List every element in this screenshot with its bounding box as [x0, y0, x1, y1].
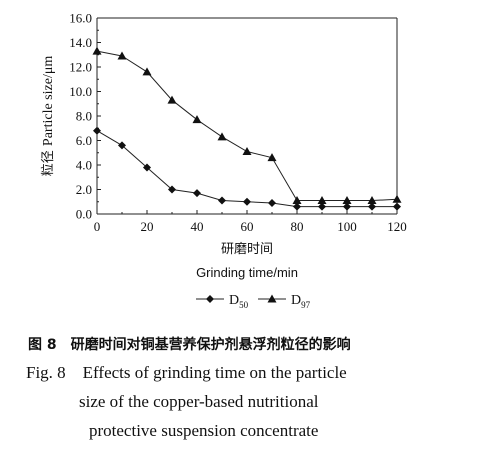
data-point-D97 [92, 46, 102, 55]
x-tick-label: 120 [387, 219, 407, 234]
caption-cn-text: 研磨时间对铜基营养保护剂悬浮剂粒径的影响 [70, 337, 351, 353]
axes [96, 17, 398, 215]
data-point-D97 [167, 95, 177, 104]
data-point-D97 [242, 147, 252, 156]
caption-cn: 图 8 研磨时间对铜基营养保护剂悬浮剂粒径的影响 [28, 334, 351, 354]
y-tick-label: 2.0 [76, 182, 92, 197]
data-point-D50 [368, 202, 376, 211]
x-tick-label: 100 [337, 219, 357, 234]
series-markers [92, 46, 402, 211]
x-tick-label: 0 [94, 219, 101, 234]
data-point-D97 [192, 115, 202, 124]
x-tick-label: 80 [291, 219, 304, 234]
y-axis-label-en: Particle size/μm [41, 56, 56, 146]
y-tick-label: 6.0 [76, 133, 92, 148]
y-axis-label-cn: 粒径 [41, 146, 56, 176]
y-tick-label: 16.0 [69, 11, 92, 26]
series-line-D97 [96, 50, 398, 202]
data-point-D50 [343, 202, 351, 211]
data-point-D50 [293, 202, 301, 211]
caption-en-line-1: Fig. 8 Effects of grinding time on the p… [26, 363, 347, 382]
caption-en-line-2: size of the copper-based nutritional [79, 392, 319, 411]
caption-en-line-3: protective suspension concentrate [89, 421, 319, 440]
series-line-D50 [96, 130, 397, 208]
x-axis-label: Grinding time/min [196, 265, 298, 280]
legend-label: D97 [291, 293, 311, 310]
data-point-D97 [342, 196, 352, 205]
data-point-D50 [318, 202, 326, 211]
x-tick-label: 60 [241, 219, 254, 234]
y-tick-label: 0.0 [76, 207, 92, 222]
data-point-D97 [367, 196, 377, 205]
data-point-D50 [118, 141, 126, 150]
data-point-D97 [217, 132, 227, 141]
data-point-D97 [117, 51, 127, 60]
y-tick-label: 10.0 [69, 84, 92, 99]
y-axis-ticks: 0.0 2.0 4.0 6.0 8.0 10.0 12.0 14.0 16.0 [69, 11, 101, 222]
legend-label-subscript: 50 [239, 300, 249, 310]
y-tick-label: 14.0 [69, 35, 92, 50]
caption-cn-number: 图 8 [28, 337, 57, 353]
legend-marker [267, 294, 277, 303]
data-point-D50 [393, 202, 401, 211]
x-axis-ticks: 0 20 40 60 80 100 120 [94, 210, 407, 234]
y-tick-label: 4.0 [76, 158, 92, 173]
y-tick-label: 12.0 [69, 60, 92, 75]
data-point-D97 [292, 196, 302, 205]
data-point-D50 [93, 126, 101, 135]
data-point-D97 [392, 194, 402, 203]
data-point-D50 [143, 163, 151, 172]
data-point-D97 [317, 196, 327, 205]
x-axis-label-cn: 研磨时间 [221, 242, 273, 257]
legend-marker [206, 295, 214, 303]
data-point-D50 [168, 185, 176, 194]
data-point-D50 [193, 189, 201, 198]
data-point-D50 [268, 198, 276, 207]
legend: D50 D97 [196, 293, 311, 310]
series-lines [96, 50, 398, 208]
legend-label-subscript: 97 [301, 300, 311, 310]
y-tick-label: 8.0 [76, 109, 92, 124]
chart: 0.0 2.0 4.0 6.0 8.0 10.0 12.0 14.0 16.0 0 20 40 60 8… [41, 11, 407, 311]
data-point-D97 [142, 67, 152, 76]
legend-label: D50 [229, 293, 249, 310]
x-tick-label: 20 [141, 219, 154, 234]
y-axis-label: 粒径 Particle size/μm [41, 56, 56, 177]
data-point-D50 [218, 196, 226, 205]
x-tick-label: 40 [191, 219, 204, 234]
data-point-D50 [243, 197, 251, 206]
data-point-D97 [267, 153, 277, 162]
caption-en: Fig. 8 Effects of grinding time on the p… [0, 358, 487, 445]
